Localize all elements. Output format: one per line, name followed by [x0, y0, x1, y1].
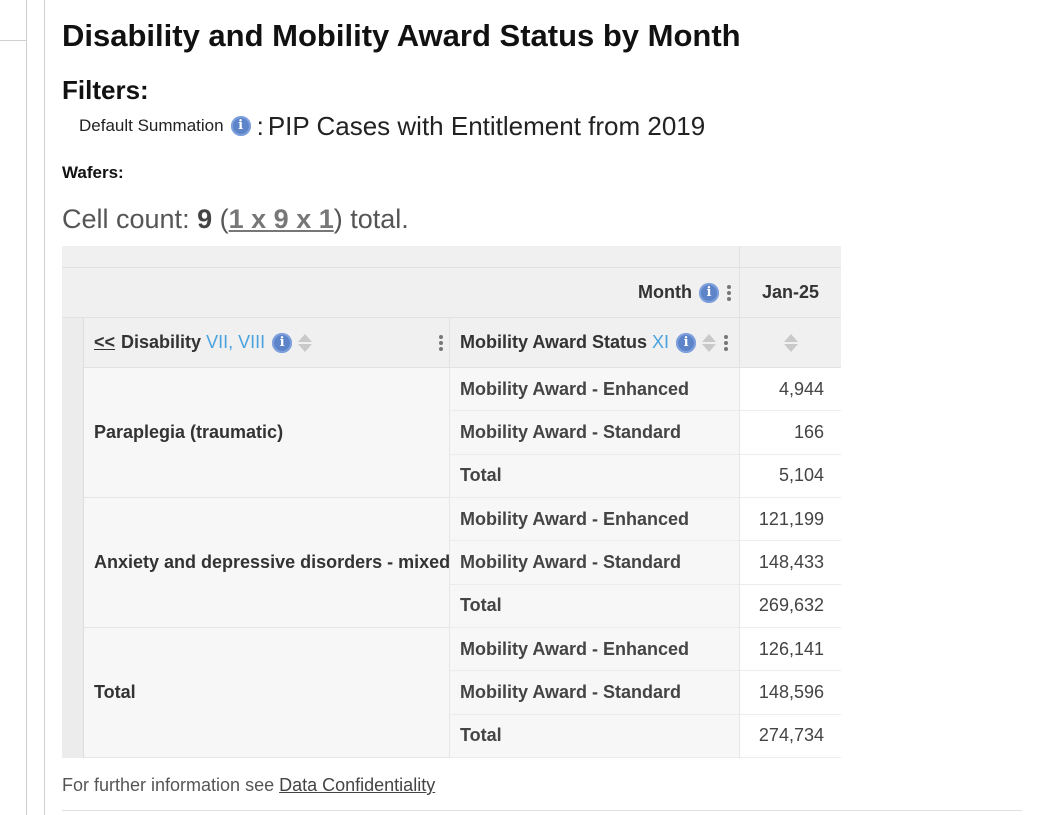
table-cell: 269,632 — [739, 584, 841, 628]
table-top-bar — [62, 246, 739, 268]
disability-header-label: Disability — [121, 332, 202, 352]
cell-count-number: 9 — [197, 204, 213, 234]
footer-divider — [62, 810, 1022, 811]
table-cell: 166 — [739, 411, 841, 455]
kebab-menu-icon[interactable] — [439, 333, 443, 353]
data-confidentiality-link[interactable]: Data Confidentiality — [279, 775, 436, 795]
row-rail — [62, 318, 84, 758]
filters-heading: Filters: — [62, 75, 149, 105]
mobility-row-header: Total — [449, 714, 739, 758]
kebab-menu-icon[interactable] — [727, 283, 731, 303]
sort-icon[interactable] — [783, 333, 798, 352]
table-cell: 4,944 — [739, 368, 841, 412]
filter-row: Default Summation i : PIP Cases with Ent… — [79, 110, 705, 142]
table-cell: 148,433 — [739, 541, 841, 585]
disability-row-header: Paraplegia (traumatic) — [84, 368, 449, 498]
value-column-header — [739, 318, 841, 368]
info-icon[interactable]: i — [272, 332, 293, 353]
disability-row-header: Total — [84, 628, 449, 758]
sort-icon[interactable] — [702, 333, 717, 352]
table-cell: 274,734 — [739, 714, 841, 758]
content-border — [44, 0, 45, 815]
filter-value: PIP Cases with Entitlement from 2019 — [267, 110, 706, 141]
disability-codes-link[interactable]: VII, VIII — [206, 332, 266, 352]
table-cell: 121,199 — [739, 498, 841, 542]
left-panel-divider — [0, 40, 26, 41]
mobility-header-label: Mobility Award Status — [460, 332, 648, 352]
info-icon[interactable]: i — [699, 282, 719, 303]
info-icon[interactable]: i — [230, 116, 251, 136]
column-header-month[interactable]: Jan-25 — [739, 268, 841, 318]
table-cell: 148,596 — [739, 671, 841, 715]
mobility-dimension-header: Mobility Award Status XI i — [449, 318, 739, 368]
mobility-row-header: Mobility Award - Standard — [449, 411, 739, 455]
table-cell: 5,104 — [739, 454, 841, 498]
mobility-row-header: Mobility Award - Enhanced — [449, 368, 739, 412]
data-table: Month i Jan-25 << Disability VII, VIII i… — [62, 246, 841, 758]
sort-icon[interactable] — [298, 333, 313, 352]
filter-separator: : — [256, 110, 264, 141]
page-title: Disability and Mobility Award Status by … — [62, 18, 741, 53]
mobility-row-header: Mobility Award - Enhanced — [449, 498, 739, 542]
cell-count: Cell count: 9 (1 x 9 x 1) total. — [62, 204, 409, 235]
filter-label: Default Summation — [79, 116, 224, 135]
cell-count-dimensions-link[interactable]: 1 x 9 x 1 — [228, 204, 334, 234]
disability-row-header: Anxiety and depressive disorders - mixed — [84, 498, 450, 628]
table-top-bar-right — [739, 246, 841, 268]
mobility-row-header: Total — [449, 454, 739, 498]
table-cell: 126,141 — [739, 628, 841, 672]
cell-count-suffix: ) total. — [333, 204, 409, 234]
mobility-codes-link[interactable]: XI — [652, 332, 670, 352]
cell-count-open-paren: ( — [219, 204, 229, 234]
info-icon[interactable]: i — [676, 332, 697, 353]
collapse-link[interactable]: << — [94, 332, 116, 352]
month-dimension-label: Month — [638, 282, 692, 302]
mobility-row-header: Mobility Award - Standard — [449, 671, 739, 715]
footer-note: For further information see Data Confide… — [62, 775, 435, 796]
cell-count-prefix: Cell count: — [62, 204, 190, 234]
mobility-row-header: Total — [449, 584, 739, 628]
footer-text: For further information see — [62, 775, 275, 795]
month-dimension-header: Month i — [62, 268, 739, 318]
left-panel — [0, 0, 27, 815]
kebab-menu-icon[interactable] — [724, 333, 729, 353]
mobility-row-header: Mobility Award - Standard — [449, 541, 739, 585]
wafers-heading: Wafers: — [62, 163, 124, 182]
mobility-row-header: Mobility Award - Enhanced — [449, 628, 739, 672]
disability-dimension-header: << Disability VII, VIII i — [84, 318, 449, 368]
